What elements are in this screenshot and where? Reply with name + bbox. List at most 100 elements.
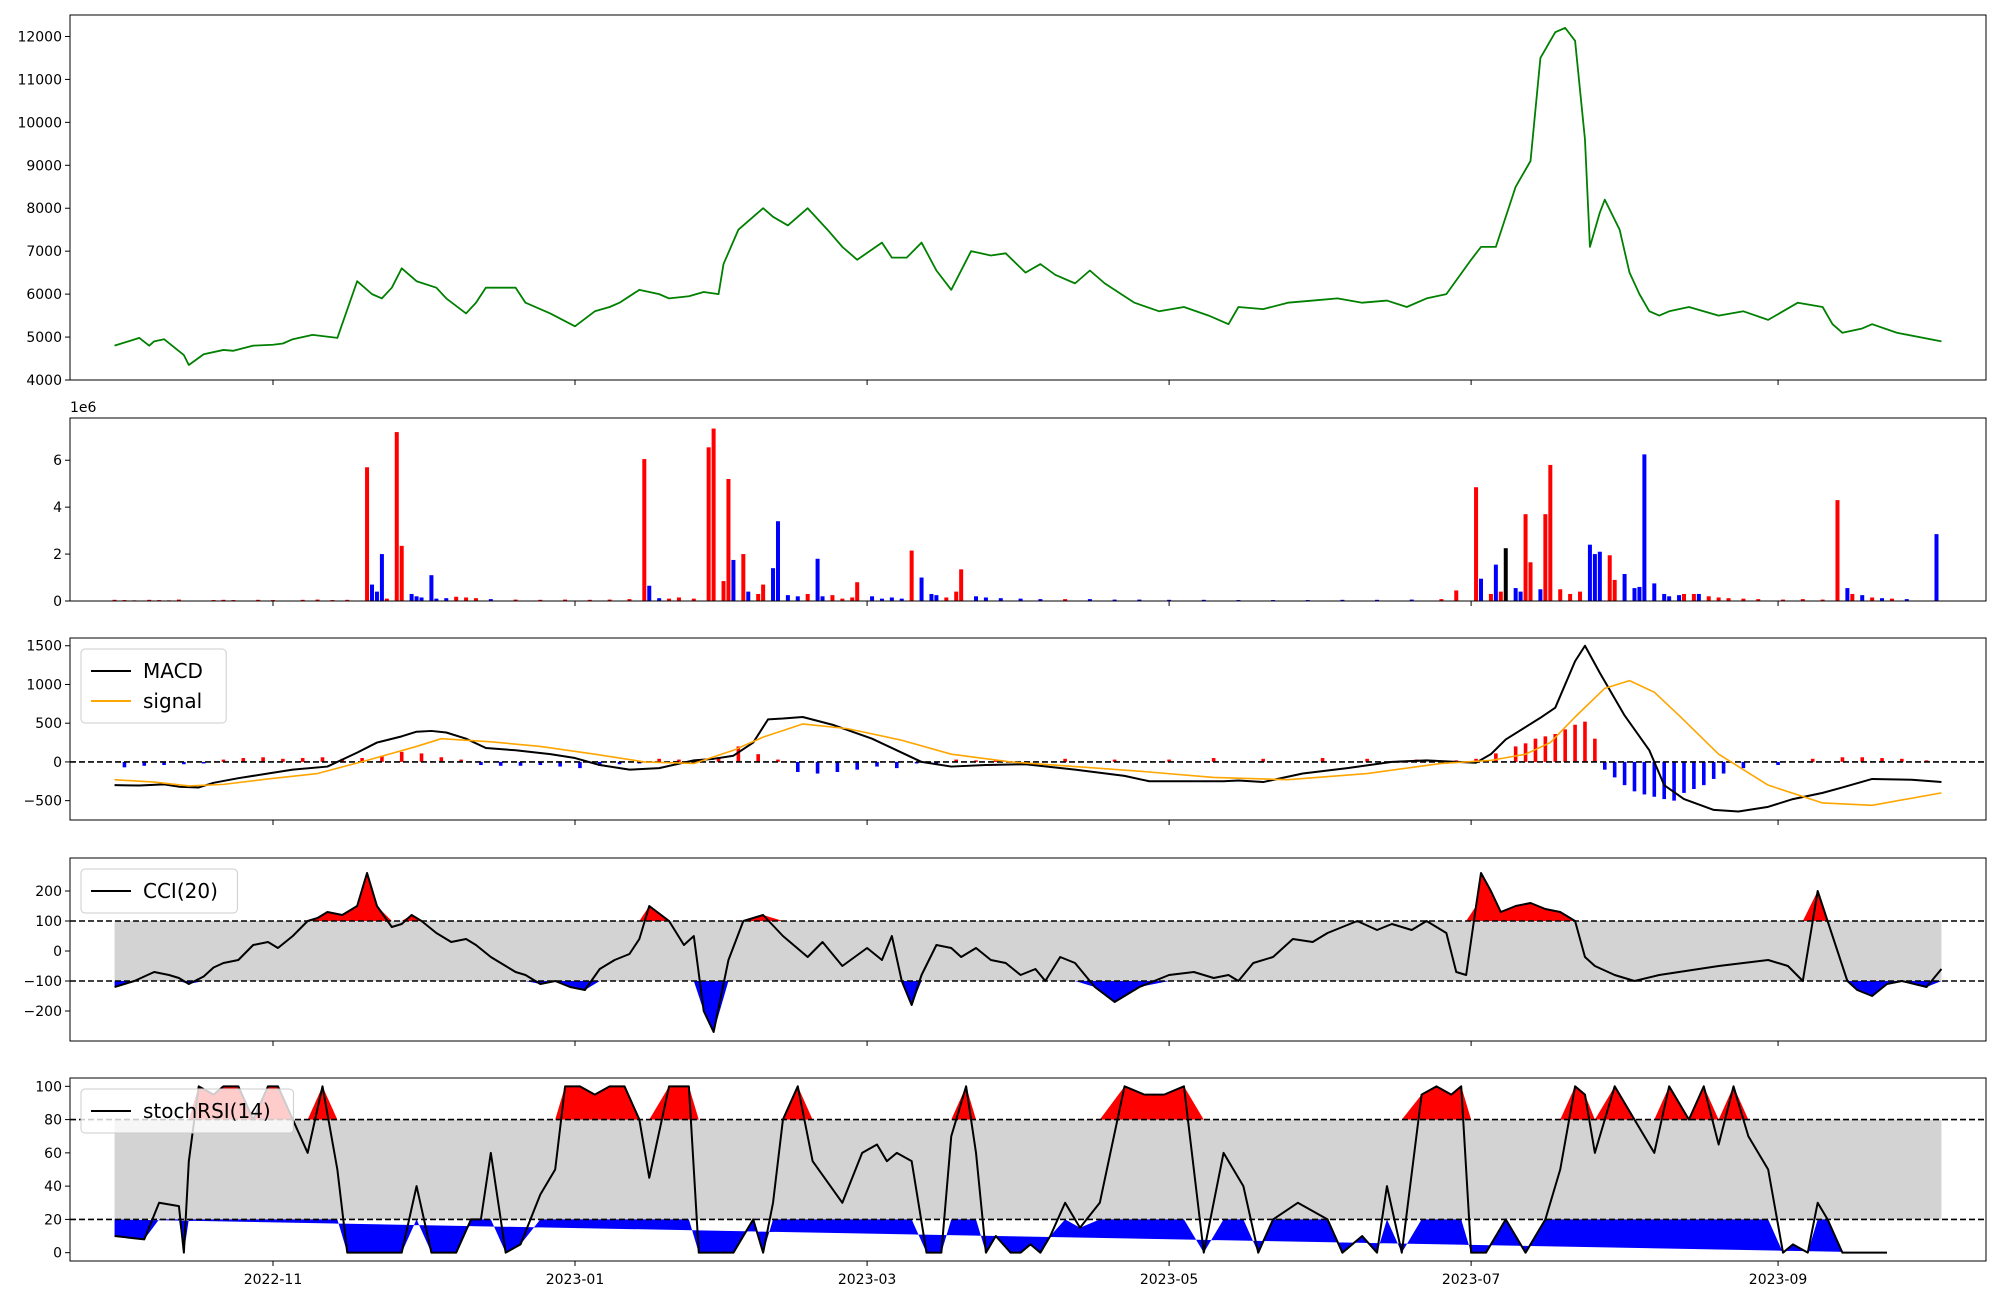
histogram-bar	[320, 757, 325, 762]
histogram-bar	[1563, 729, 1567, 762]
volume-bar	[1498, 591, 1503, 601]
volume-bar	[647, 585, 652, 601]
histogram-bar	[1682, 761, 1686, 793]
volume-bar	[889, 597, 894, 601]
histogram-bar	[1880, 758, 1884, 762]
volume-bar	[642, 459, 647, 601]
volume-bar	[365, 467, 370, 601]
volume-bar	[1528, 562, 1533, 601]
volume-bar	[1781, 599, 1786, 601]
volume-bar	[691, 598, 696, 601]
y-tick-label: 10000	[17, 115, 62, 131]
axes-frame	[69, 1077, 1987, 1262]
volume-bar	[1513, 588, 1518, 601]
volume-bar	[434, 598, 439, 601]
histogram-bar	[380, 755, 384, 762]
histogram-bar	[419, 753, 424, 762]
histogram-bar	[360, 758, 364, 762]
volume-bar	[1375, 599, 1380, 601]
volume-bar	[419, 597, 424, 601]
volume-bar	[761, 584, 766, 601]
volume-bar	[1454, 590, 1459, 601]
y-tick-label: −500	[24, 794, 62, 810]
volume-bar	[1137, 599, 1142, 601]
volume-bar	[1860, 595, 1865, 601]
volume-bar	[1201, 599, 1206, 601]
plot-area	[70, 1085, 1986, 1254]
histogram-bar	[617, 761, 622, 765]
volume-bar	[1503, 548, 1508, 601]
histogram-bar	[815, 761, 820, 774]
histogram-bar	[1365, 758, 1369, 762]
histogram-bar	[578, 761, 582, 769]
histogram-bar	[1776, 761, 1780, 766]
volume-bar	[785, 595, 790, 601]
y-tick-label: 100	[35, 914, 62, 930]
legend-box	[80, 648, 227, 724]
histogram-bar	[1167, 759, 1171, 762]
histogram-bar	[1261, 758, 1265, 762]
volume-bar	[919, 577, 924, 601]
volume-bar	[256, 599, 261, 601]
y-tick-label: 9000	[26, 158, 62, 174]
histogram-bar	[1494, 753, 1498, 762]
volume-bar	[820, 596, 825, 601]
volume-bar	[1523, 514, 1528, 601]
y-tick-label: 100	[35, 1079, 62, 1095]
volume-bar	[1726, 598, 1731, 601]
y-tick-label: 11000	[17, 72, 62, 88]
volume-bar	[998, 598, 1003, 601]
volume-bar	[454, 596, 459, 601]
histogram-bar	[1583, 721, 1587, 762]
volume-bar	[1474, 487, 1479, 601]
legend-label: signal	[143, 689, 202, 713]
volume-bar	[667, 598, 672, 601]
histogram-bar	[1112, 759, 1117, 762]
histogram-bar	[182, 761, 186, 765]
y-tick-label: 80	[44, 1113, 62, 1129]
histogram-bar	[954, 759, 959, 762]
volume-bar	[1667, 596, 1672, 601]
legend: CCI(20)	[80, 868, 238, 914]
x-tick-label: 2023-07	[1442, 1272, 1501, 1288]
volume-bar	[676, 597, 681, 601]
volume-bar	[147, 599, 152, 601]
y-tick-label: 5000	[26, 330, 62, 346]
y-tick-label: 12000	[17, 29, 62, 45]
volume-bar	[830, 595, 835, 601]
y-tick-label: 20	[44, 1212, 62, 1228]
histogram-bar	[1320, 758, 1325, 762]
volume-bar	[870, 596, 875, 601]
legend-box	[80, 1088, 294, 1134]
y-tick-label: 7000	[26, 244, 62, 260]
series-line-1	[114, 872, 1943, 1033]
histogram-bar	[558, 761, 562, 767]
volume-bar	[1889, 598, 1894, 601]
y-tick-label: 0	[53, 1246, 62, 1262]
volume-bar	[607, 599, 612, 601]
histogram-bar	[261, 757, 265, 762]
axes-frame	[69, 14, 1987, 381]
histogram-bar	[1474, 758, 1478, 762]
volume-bar	[741, 554, 746, 601]
volume-bar	[795, 596, 800, 601]
volume-bar	[379, 554, 384, 601]
histogram-bar	[439, 757, 444, 762]
volume-bar	[394, 432, 399, 601]
histogram-bar	[795, 761, 800, 772]
volume-bar	[221, 599, 226, 601]
volume-bar	[934, 595, 939, 601]
histogram-bar	[597, 761, 602, 766]
series-line-2	[114, 679, 1942, 807]
volume-bar	[1622, 574, 1627, 601]
y-tick-label: 2	[53, 547, 62, 563]
histogram-bar	[300, 758, 305, 762]
y-tick-label: 200	[35, 884, 62, 900]
volume-bar	[959, 569, 964, 601]
histogram-bar	[538, 761, 543, 766]
histogram-bar	[1721, 761, 1726, 774]
histogram-bar	[756, 754, 760, 762]
oversold-fill	[114, 1219, 1887, 1253]
volume-bar	[563, 599, 568, 601]
